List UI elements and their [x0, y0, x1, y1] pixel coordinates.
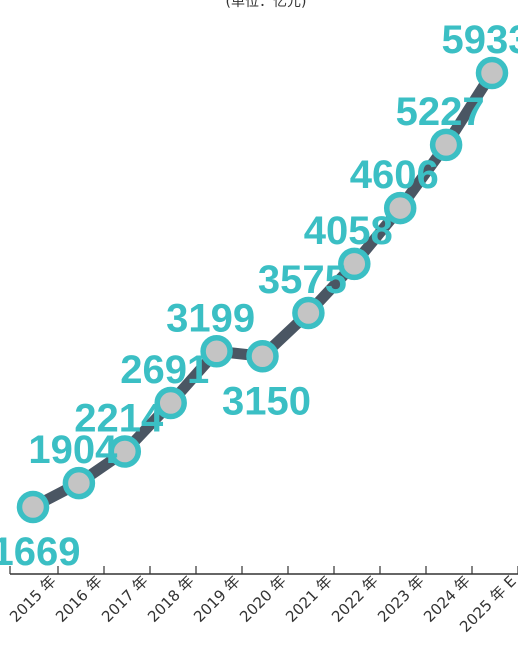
x-tick-label-1: 2016 年 [52, 572, 106, 626]
chart-title-partial: (单位：亿元) [226, 0, 307, 10]
data-markers [16, 56, 509, 524]
x-tick-label-5: 2020 年 [236, 572, 290, 626]
data-label-2: 2214 [74, 397, 164, 441]
data-label-4: 3199 [166, 296, 255, 340]
x-tick-label-6: 2021 年 [282, 572, 336, 626]
data-point-7 [338, 247, 371, 281]
data-label-1: 1904 [28, 428, 118, 472]
data-point-1 [62, 466, 96, 500]
x-tick-label-7: 2022 年 [328, 572, 382, 626]
data-point-8 [383, 191, 417, 225]
data-label-8: 4606 [350, 153, 439, 197]
data-label-10: 5933 [442, 18, 518, 62]
data-point-10 [475, 56, 509, 90]
x-tick-label-0: 2015 年 [6, 572, 60, 626]
x-tick-label-8: 2023 年 [374, 572, 428, 626]
x-tick-label-2: 2017 年 [98, 572, 152, 626]
data-point-2 [108, 435, 142, 468]
x-tick-label-3: 2018 年 [144, 572, 198, 626]
x-axis-ticks [9, 566, 518, 574]
data-label-0: 1669 [0, 530, 80, 574]
data-point-4 [200, 335, 233, 368]
data-label-5: 3150 [222, 379, 311, 423]
data-point-5 [246, 340, 279, 373]
data-point-0 [16, 490, 50, 524]
x-tick-label-4: 2019 年 [190, 572, 244, 626]
data-label-7: 4058 [304, 209, 393, 253]
data-point-9 [429, 128, 463, 162]
data-label-3: 2691 [120, 348, 209, 392]
data-label-9: 5227 [396, 90, 485, 134]
data-label-6: 3575 [258, 258, 347, 302]
data-point-3 [154, 386, 187, 420]
data-point-6 [292, 296, 325, 330]
